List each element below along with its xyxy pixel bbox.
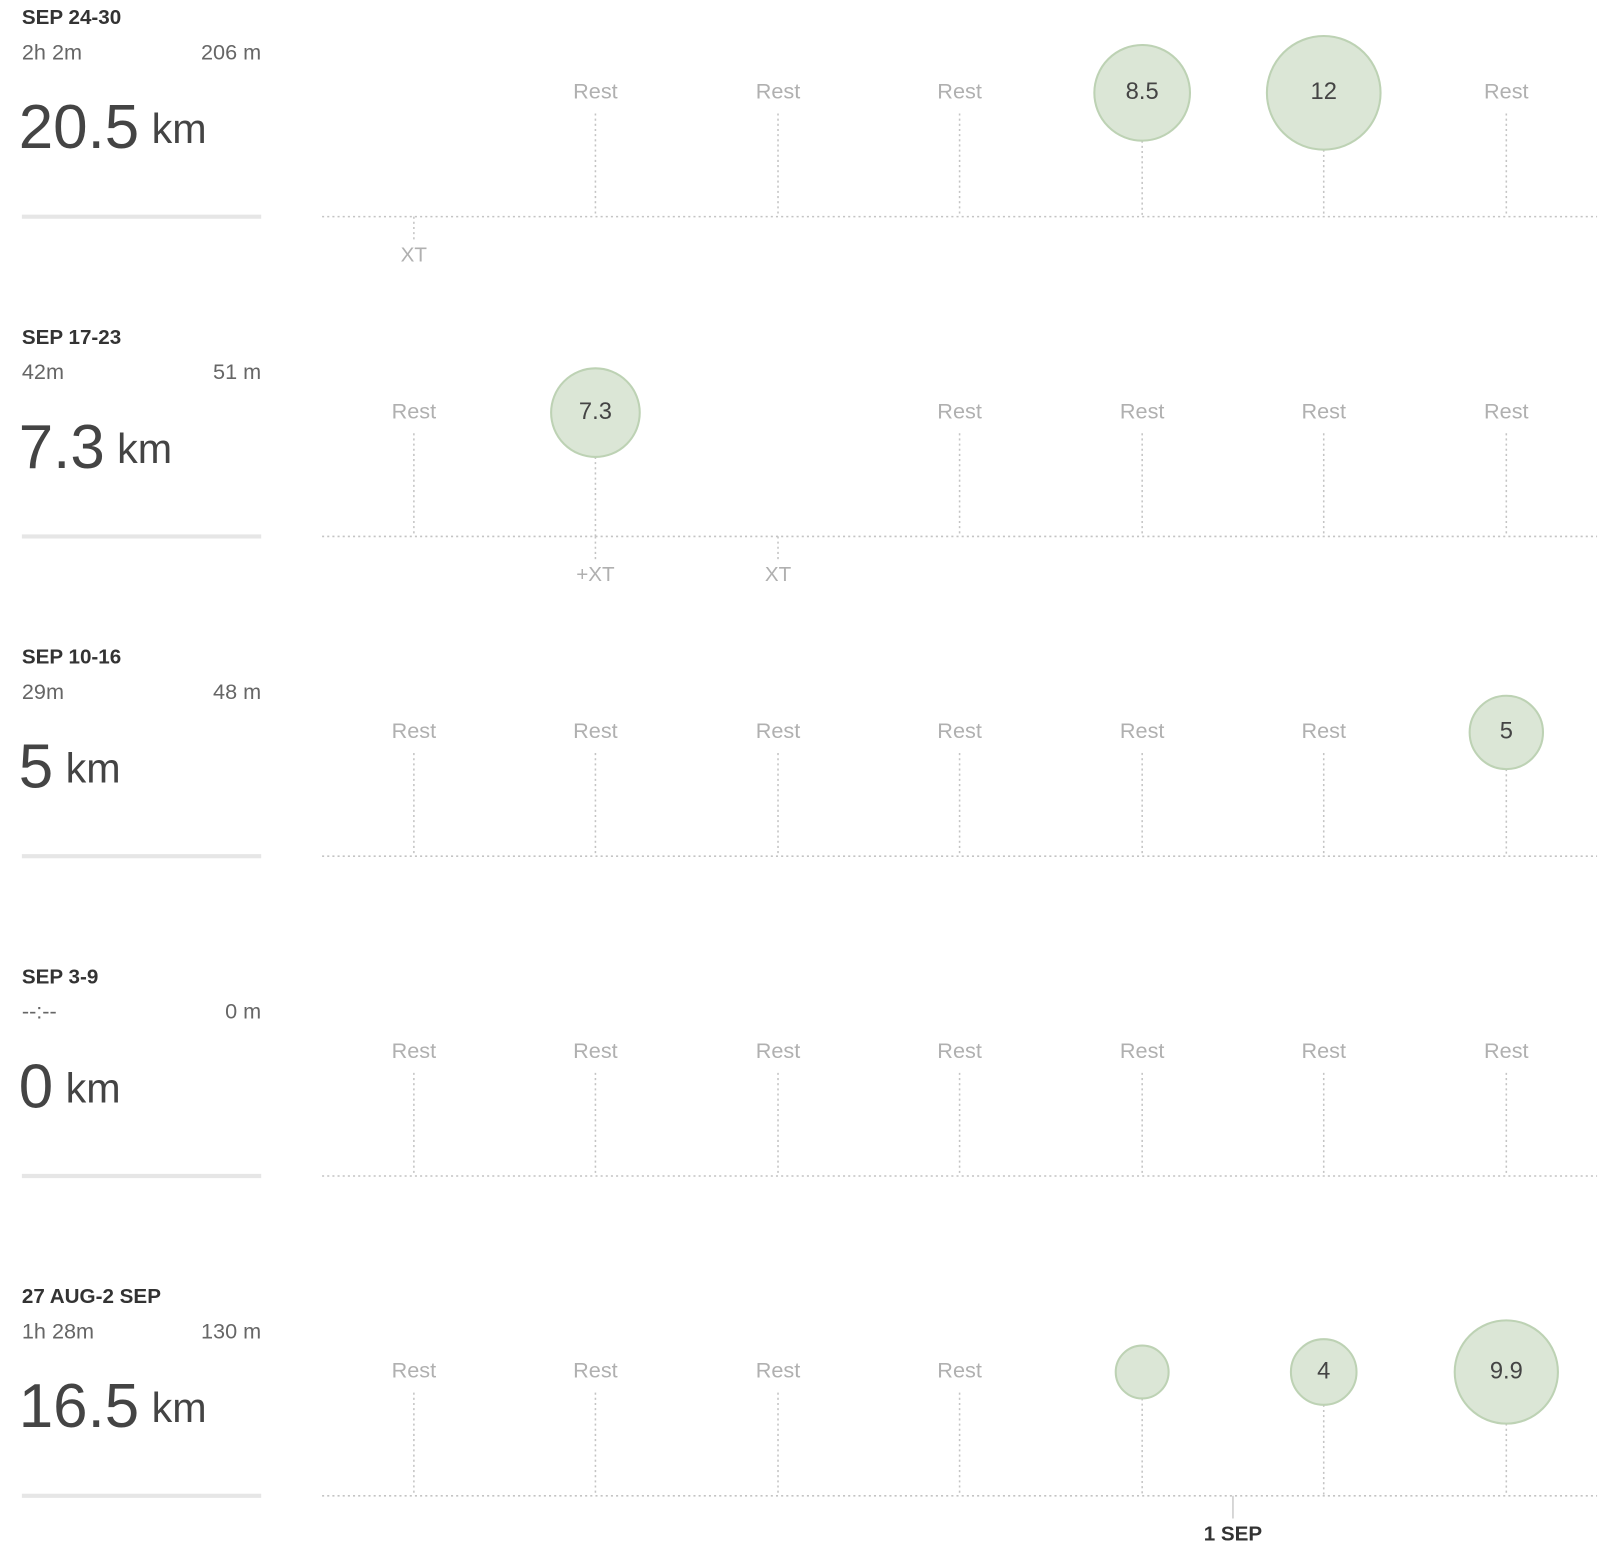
week-elevation: 48 m bbox=[213, 679, 261, 704]
week-distance: 16.5 km bbox=[19, 1373, 207, 1442]
week-duration: 2h 2m bbox=[22, 39, 82, 64]
run-bubble bbox=[1265, 34, 1382, 151]
distance-value: 0 bbox=[19, 1053, 53, 1122]
run-distance: 5 bbox=[1500, 719, 1513, 745]
week-elevation: 51 m bbox=[213, 359, 261, 384]
rest-label: Rest bbox=[1484, 398, 1529, 423]
week-distance: 20.5 km bbox=[19, 93, 207, 162]
rest-label: Rest bbox=[573, 79, 618, 104]
run-bubble bbox=[550, 367, 641, 458]
rest-label: Rest bbox=[1484, 1038, 1529, 1063]
run-bubble bbox=[1114, 1344, 1170, 1400]
rest-label: Rest bbox=[937, 79, 982, 104]
week-duration: 1h 28m bbox=[22, 1319, 94, 1344]
cross-training: XT bbox=[401, 243, 428, 266]
rest-label: Rest bbox=[756, 1038, 801, 1063]
week-distance: 0 km bbox=[19, 1053, 121, 1122]
rest-label: Rest bbox=[573, 718, 618, 743]
distance-unit: km bbox=[152, 1385, 207, 1431]
week-row: SEP 10-16 29m 48 m 5 km Rest Rest Rest Rest Rest R… bbox=[19, 646, 1598, 859]
week-title: SEP 10-16 bbox=[22, 646, 121, 669]
week-distance: 7.3 km bbox=[19, 413, 172, 482]
rest-label: Rest bbox=[392, 1358, 437, 1383]
run-distance: 9.9 bbox=[1490, 1358, 1523, 1384]
week-elevation: 130 m bbox=[201, 1319, 261, 1344]
week-row: SEP 3-9 --:-- 0 m 0 km Rest Rest Rest Rest Rest Re… bbox=[19, 965, 1598, 1179]
run-bubble bbox=[1289, 1338, 1358, 1406]
week-duration: 29m bbox=[22, 679, 64, 704]
rest-label: Rest bbox=[392, 1038, 437, 1063]
rest-label: Rest bbox=[937, 1038, 982, 1063]
week-title: SEP 17-23 bbox=[22, 326, 121, 349]
run-bubble bbox=[1453, 1319, 1559, 1425]
distance-value: 7.3 bbox=[19, 413, 105, 482]
rest-label: Rest bbox=[1120, 1038, 1165, 1063]
rest-label: Rest bbox=[756, 79, 801, 104]
week-title: 27 AUG-2 SEP bbox=[22, 1285, 161, 1308]
rest-label: Rest bbox=[1120, 718, 1165, 743]
week-elevation: 0 m bbox=[225, 999, 261, 1024]
run-distance: 8.5 bbox=[1126, 79, 1159, 105]
week-duration: 42m bbox=[22, 359, 64, 384]
week-row: SEP 17-23 42m 51 m 7.3 km Rest 7.3 +XT XT Rest Res… bbox=[19, 326, 1598, 586]
week-row: SEP 24-30 2h 2m 206 m 20.5 km XT Rest Rest Rest 8… bbox=[19, 6, 1598, 266]
rest-label: Rest bbox=[1484, 79, 1529, 104]
rest-label: Rest bbox=[937, 718, 982, 743]
distance-unit: km bbox=[117, 426, 172, 472]
week-title: SEP 3-9 bbox=[22, 965, 98, 988]
rest-label: Rest bbox=[392, 718, 437, 743]
distance-value: 5 bbox=[19, 733, 53, 802]
week-elevation: 206 m bbox=[201, 39, 261, 64]
cross-training: +XT bbox=[576, 563, 615, 586]
month-marker: 1 SEP bbox=[1204, 1522, 1263, 1545]
run-distance: 12 bbox=[1311, 79, 1337, 105]
run-bubble bbox=[1093, 43, 1192, 142]
rest-label: Rest bbox=[1301, 1038, 1346, 1063]
run-distance: 4 bbox=[1317, 1358, 1330, 1384]
week-row: 27 AUG-2 SEP 1h 28m 130 m 16.5 km Rest Rest Res… bbox=[19, 1285, 1598, 1545]
run-distance: 7.3 bbox=[579, 399, 612, 425]
rest-label: Rest bbox=[937, 1358, 982, 1383]
rest-label: Rest bbox=[573, 1358, 618, 1383]
week-duration: --:-- bbox=[22, 999, 57, 1024]
run-bubble bbox=[1468, 694, 1545, 771]
rest-label: Rest bbox=[1301, 718, 1346, 743]
rest-label: Rest bbox=[392, 398, 437, 423]
distance-value: 16.5 bbox=[19, 1373, 139, 1442]
rest-label: Rest bbox=[756, 1358, 801, 1383]
distance-value: 20.5 bbox=[19, 93, 139, 162]
distance-unit: km bbox=[152, 106, 207, 152]
rest-label: Rest bbox=[1301, 398, 1346, 423]
distance-unit: km bbox=[66, 746, 121, 792]
week-title: SEP 24-30 bbox=[22, 6, 121, 29]
distance-unit: km bbox=[66, 1065, 121, 1111]
rest-label: Rest bbox=[937, 398, 982, 423]
rest-label: Rest bbox=[1120, 398, 1165, 423]
rest-label: Rest bbox=[756, 718, 801, 743]
week-distance: 5 km bbox=[19, 733, 121, 802]
cross-training: XT bbox=[765, 563, 792, 586]
rest-label: Rest bbox=[573, 1038, 618, 1063]
